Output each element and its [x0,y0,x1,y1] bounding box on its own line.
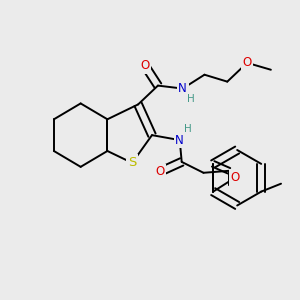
Text: N: N [175,134,184,147]
Text: S: S [128,156,136,170]
Text: N: N [178,82,187,95]
Text: O: O [155,165,164,178]
Text: H: H [184,124,191,134]
Text: H: H [187,94,194,104]
Text: O: O [242,56,252,69]
Text: O: O [230,171,240,184]
Text: O: O [140,59,150,72]
